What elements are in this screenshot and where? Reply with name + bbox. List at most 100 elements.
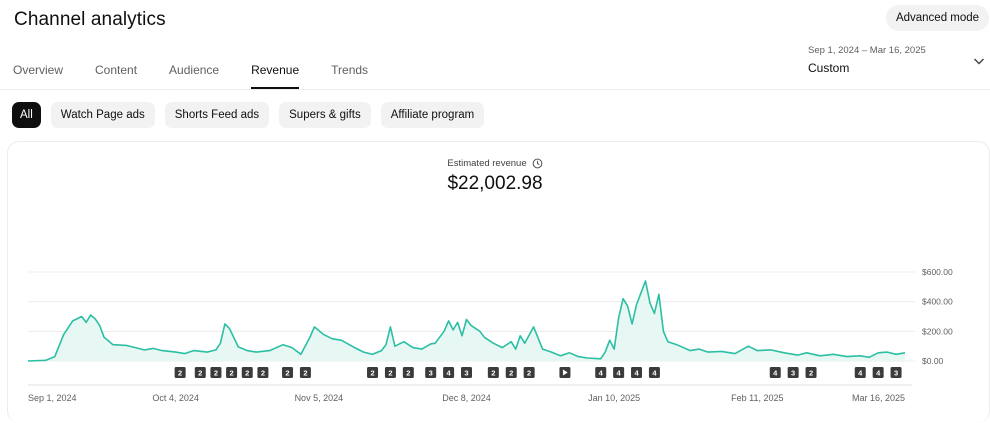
annotation-marker[interactable]: 2 <box>241 367 253 378</box>
annotation-marker-box[interactable] <box>425 367 437 378</box>
annotation-marker-label: 3 <box>791 369 795 378</box>
annotation-marker-label: 2 <box>261 369 265 378</box>
annotation-marker[interactable]: 2 <box>367 367 379 378</box>
x-tick-label: Jan 10, 2025 <box>588 393 640 403</box>
chip-supers-gifts[interactable]: Supers & gifts <box>279 102 371 128</box>
annotation-marker[interactable]: 2 <box>384 367 396 378</box>
annotation-marker[interactable] <box>559 367 571 378</box>
annotation-marker-box[interactable] <box>210 367 222 378</box>
annotation-marker[interactable]: 2 <box>523 367 535 378</box>
annotation-marker-label: 2 <box>214 369 218 378</box>
chip-all[interactable]: All <box>12 102 41 128</box>
annotation-marker[interactable]: 2 <box>402 367 414 378</box>
x-tick-label: Oct 4, 2024 <box>152 393 199 403</box>
annotation-marker[interactable]: 2 <box>505 367 517 378</box>
tab-overview[interactable]: Overview <box>13 63 64 77</box>
annotation-marker[interactable]: 3 <box>461 367 472 378</box>
annotation-marker[interactable]: 3 <box>890 367 902 378</box>
annotation-marker-box[interactable] <box>282 367 294 378</box>
tab-trends[interactable]: Trends <box>331 63 369 77</box>
date-range-label: Custom <box>808 61 850 75</box>
annotation-marker[interactable]: 4 <box>854 367 866 378</box>
annotation-marker-box[interactable] <box>631 367 643 378</box>
tab-content[interactable]: Content <box>95 63 138 77</box>
revenue-filter-chips: All Watch Page ads Shorts Feed ads Super… <box>12 102 494 128</box>
annotation-marker-label: 2 <box>245 369 249 378</box>
annotation-marker-label: 2 <box>809 369 813 378</box>
tab-revenue[interactable]: Revenue <box>251 55 300 89</box>
annotation-marker-label: 2 <box>230 369 234 378</box>
chip-watch-page-ads[interactable]: Watch Page ads <box>50 102 155 128</box>
annotation-marker[interactable]: 4 <box>769 367 781 378</box>
annotation-marker-box[interactable] <box>194 367 206 378</box>
annotation-marker-box[interactable] <box>613 367 625 378</box>
tab-audience[interactable]: Audience <box>169 63 220 77</box>
page-title: Channel analytics <box>14 9 166 30</box>
chip-affiliate-program[interactable]: Affiliate program <box>380 102 485 128</box>
annotation-marker-box[interactable] <box>402 367 414 378</box>
annotation-marker[interactable]: 2 <box>282 367 294 378</box>
annotation-marker-box[interactable] <box>890 367 902 378</box>
annotation-marker-box[interactable] <box>257 367 269 378</box>
annotation-marker[interactable]: 4 <box>443 367 455 378</box>
metric-label: Estimated revenue <box>447 158 527 169</box>
annotation-marker[interactable]: 2 <box>226 367 238 378</box>
annotation-marker-box[interactable] <box>367 367 379 378</box>
x-tick-label: Dec 8, 2024 <box>442 393 491 403</box>
metric-label-row: Estimated revenue <box>447 158 542 169</box>
annotation-marker[interactable]: 2 <box>805 367 817 378</box>
annotation-marker-box[interactable] <box>461 367 472 378</box>
annotation-marker[interactable]: 2 <box>487 367 499 378</box>
annotation-marker-label: 4 <box>617 369 622 378</box>
annotation-marker-box[interactable] <box>443 367 455 378</box>
annotation-marker-box[interactable] <box>787 367 799 378</box>
y-tick-label: $200.00 <box>922 326 953 336</box>
annotation-marker-label: 4 <box>634 369 639 378</box>
annotation-marker-box[interactable] <box>523 367 535 378</box>
play-icon <box>562 369 568 376</box>
annotation-marker-label: 2 <box>285 369 289 378</box>
annotation-marker-box[interactable] <box>174 367 186 378</box>
annotation-marker[interactable]: 2 <box>257 367 269 378</box>
annotation-marker-label: 4 <box>599 369 604 378</box>
annotation-marker[interactable]: 2 <box>194 367 206 378</box>
annotation-marker[interactable]: 4 <box>872 367 884 378</box>
revenue-line <box>27 280 906 362</box>
annotation-marker-label: 4 <box>447 369 452 378</box>
chevron-down-icon[interactable] <box>972 54 986 68</box>
annotation-marker-box[interactable] <box>648 367 660 378</box>
annotation-marker-box[interactable] <box>805 367 817 378</box>
tab-bar: Overview Content Audience Revenue Trends <box>13 55 400 89</box>
annotation-marker-label: 4 <box>876 369 881 378</box>
annotation-marker[interactable]: 2 <box>210 367 222 378</box>
annotation-marker-box[interactable] <box>769 367 781 378</box>
date-range-picker[interactable]: Sep 1, 2024 – Mar 16, 2025 Custom <box>808 45 988 85</box>
annotation-marker-box[interactable] <box>854 367 866 378</box>
annotation-marker-box[interactable] <box>241 367 253 378</box>
clock-icon[interactable] <box>532 158 543 169</box>
annotation-marker-box[interactable] <box>872 367 884 378</box>
annotation-marker[interactable]: 4 <box>648 367 660 378</box>
annotation-marker[interactable]: 4 <box>631 367 643 378</box>
annotation-marker-label: 4 <box>652 369 657 378</box>
annotation-marker[interactable]: 4 <box>613 367 625 378</box>
annotation-marker[interactable]: 3 <box>425 367 437 378</box>
annotation-marker[interactable]: 2 <box>174 367 186 378</box>
annotation-marker-box[interactable] <box>487 367 499 378</box>
annotation-marker-box[interactable] <box>299 367 311 378</box>
y-tick-label: $0.00 <box>922 356 944 366</box>
advanced-mode-button[interactable]: Advanced mode <box>886 5 989 31</box>
annotation-marker-label: 4 <box>773 369 778 378</box>
annotation-marker-box[interactable] <box>595 367 607 378</box>
annotation-marker-label: 2 <box>509 369 513 378</box>
x-tick-label: Feb 11, 2025 <box>731 393 783 403</box>
annotation-marker-box[interactable] <box>226 367 238 378</box>
annotation-marker[interactable]: 2 <box>299 367 311 378</box>
chip-shorts-feed-ads[interactable]: Shorts Feed ads <box>164 102 270 128</box>
annotation-marker-label: 4 <box>858 369 863 378</box>
annotation-marker[interactable]: 4 <box>595 367 607 378</box>
annotation-marker[interactable]: 3 <box>787 367 799 378</box>
annotation-marker-box[interactable] <box>505 367 517 378</box>
annotation-marker-box[interactable] <box>384 367 396 378</box>
metric-value: $22,002.98 <box>447 173 543 194</box>
